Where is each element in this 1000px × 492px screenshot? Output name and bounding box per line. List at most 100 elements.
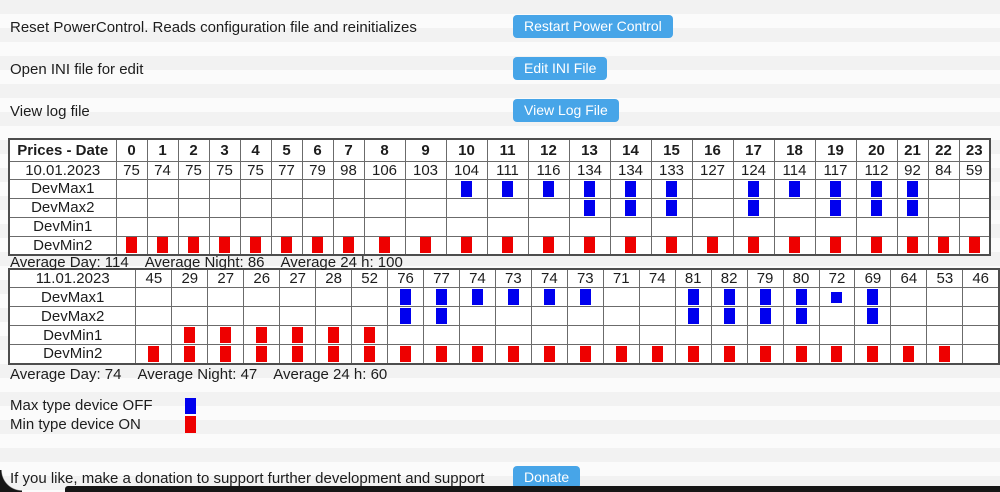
device-hour-cell	[854, 344, 892, 364]
device-hour-cell	[650, 197, 693, 218]
prices-row: 10.01.2023 75 74 75 75 75 77 79 98 106 103 104 111 11…	[8, 160, 991, 180]
device-row-devmax2: DevMax2	[8, 306, 1000, 326]
min-device-mark	[364, 327, 376, 343]
device-name-cell: DevMax1	[8, 178, 117, 199]
restart-description: Reset PowerControl. Reads configuration …	[10, 19, 417, 36]
max-device-mark	[625, 180, 636, 197]
min-device-mark	[687, 345, 699, 362]
device-name-cell: DevMin2	[8, 235, 117, 256]
donate-button[interactable]: Donate	[513, 466, 581, 489]
device-hour-cell	[146, 235, 179, 256]
device-hour-cell	[896, 197, 929, 218]
device-hour-cell	[332, 178, 365, 199]
min-device-mark	[256, 327, 268, 343]
max-device-mark	[723, 308, 735, 324]
device-hour-cell	[351, 306, 389, 326]
price-cell: 133	[650, 160, 693, 180]
average-day-1: Average Day: 114	[10, 254, 129, 271]
device-hour-cell	[927, 197, 960, 218]
device-hour-cell	[710, 287, 748, 307]
average-24h-2: Average 24 h: 60	[273, 366, 388, 383]
device-hour-cell	[239, 197, 272, 218]
price-cell: 79	[301, 160, 334, 180]
min-device-mark	[420, 237, 431, 254]
price-cell: 82	[710, 268, 748, 288]
device-hour-cell	[494, 344, 532, 364]
device-hour-cell	[566, 344, 604, 364]
min-device-mark	[968, 237, 980, 254]
device-hour-cell	[710, 325, 748, 345]
view-log-file-button[interactable]: View Log File	[513, 99, 619, 122]
min-device-mark	[507, 345, 519, 362]
min-device-mark	[292, 327, 304, 343]
device-hour-cell	[958, 178, 991, 199]
prices-table-day2: 11.01.2023 45 29 27 26 27 28 52 76 77 74 73 74 73 71 74…	[8, 268, 1000, 365]
device-hour-cell	[315, 344, 353, 364]
max-device-mark	[907, 180, 918, 197]
averages-day2: Average Day: 74 Average Night: 47 Average …	[10, 366, 403, 383]
max-device-mark	[830, 180, 841, 197]
device-hour-cell	[315, 306, 353, 326]
prices-tables-area: Prices - Date 0 1 2 3 4 5 6 7 8 9 10 11 12 13 14 15 16 17 1…	[8, 138, 1000, 365]
device-hour-cell	[773, 178, 816, 199]
prices-table-day1: Prices - Date 0 1 2 3 4 5 6 7 8 9 10 11 12 13 14 15 16 17 1…	[8, 138, 991, 256]
device-hour-cell	[239, 178, 272, 199]
max-device-mark	[748, 180, 759, 197]
price-cell: 134	[568, 160, 611, 180]
min-device-legend-swatch	[185, 415, 196, 433]
device-hour-cell	[458, 287, 496, 307]
device-hour-cell	[387, 287, 425, 307]
min-device-mark	[471, 345, 483, 362]
min-device-mark	[867, 345, 879, 362]
device-hour-cell	[494, 306, 532, 326]
min-device-mark	[707, 237, 718, 254]
device-hour-cell	[115, 197, 148, 218]
price-cell: 46	[962, 268, 1000, 288]
hour-header: 2	[177, 138, 210, 162]
device-hour-cell	[445, 197, 488, 218]
min-device-mark	[831, 345, 843, 362]
device-hour-cell	[527, 216, 570, 237]
device-hour-cell	[458, 306, 496, 326]
price-cell: 127	[691, 160, 734, 180]
device-hour-cell	[239, 216, 272, 237]
device-hour-cell	[301, 216, 334, 237]
device-hour-cell	[315, 325, 353, 345]
device-hour-cell	[270, 235, 303, 256]
device-hour-cell	[527, 197, 570, 218]
device-hour-cell	[243, 306, 281, 326]
price-cell: 111	[486, 160, 529, 180]
device-hour-cell	[855, 197, 898, 218]
min-device-mark	[651, 345, 663, 362]
price-cell: 92	[896, 160, 929, 180]
device-hour-cell	[301, 235, 334, 256]
view-log-description: View log file	[10, 103, 90, 120]
hour-header: 4	[239, 138, 272, 162]
device-hour-cell	[530, 306, 568, 326]
min-device-mark	[281, 237, 292, 254]
min-device-mark	[871, 237, 882, 254]
device-hour-cell	[301, 178, 334, 199]
edit-ini-file-button[interactable]: Edit INI File	[513, 57, 608, 80]
device-hour-cell	[638, 344, 676, 364]
min-device-mark	[312, 237, 323, 254]
device-hour-cell	[674, 306, 712, 326]
device-hour-cell	[782, 306, 820, 326]
device-hour-cell	[958, 197, 991, 218]
max-device-mark	[666, 180, 677, 197]
max-device-mark	[759, 289, 771, 305]
min-device-mark	[789, 237, 800, 254]
device-hour-cell	[958, 235, 991, 256]
price-cell: 124	[732, 160, 775, 180]
device-hour-cell	[530, 325, 568, 345]
restart-power-control-button[interactable]: Restart Power Control	[513, 15, 673, 38]
device-hour-cell	[746, 325, 784, 345]
device-hour-cell	[404, 178, 447, 199]
hour-header: 7	[332, 138, 365, 162]
prices-date-header: Prices - Date	[8, 138, 117, 162]
device-hour-cell	[855, 216, 898, 237]
min-device-mark	[543, 345, 555, 362]
device-hour-cell	[896, 216, 929, 237]
price-cell: 74	[530, 268, 568, 288]
max-device-mark	[687, 308, 699, 324]
